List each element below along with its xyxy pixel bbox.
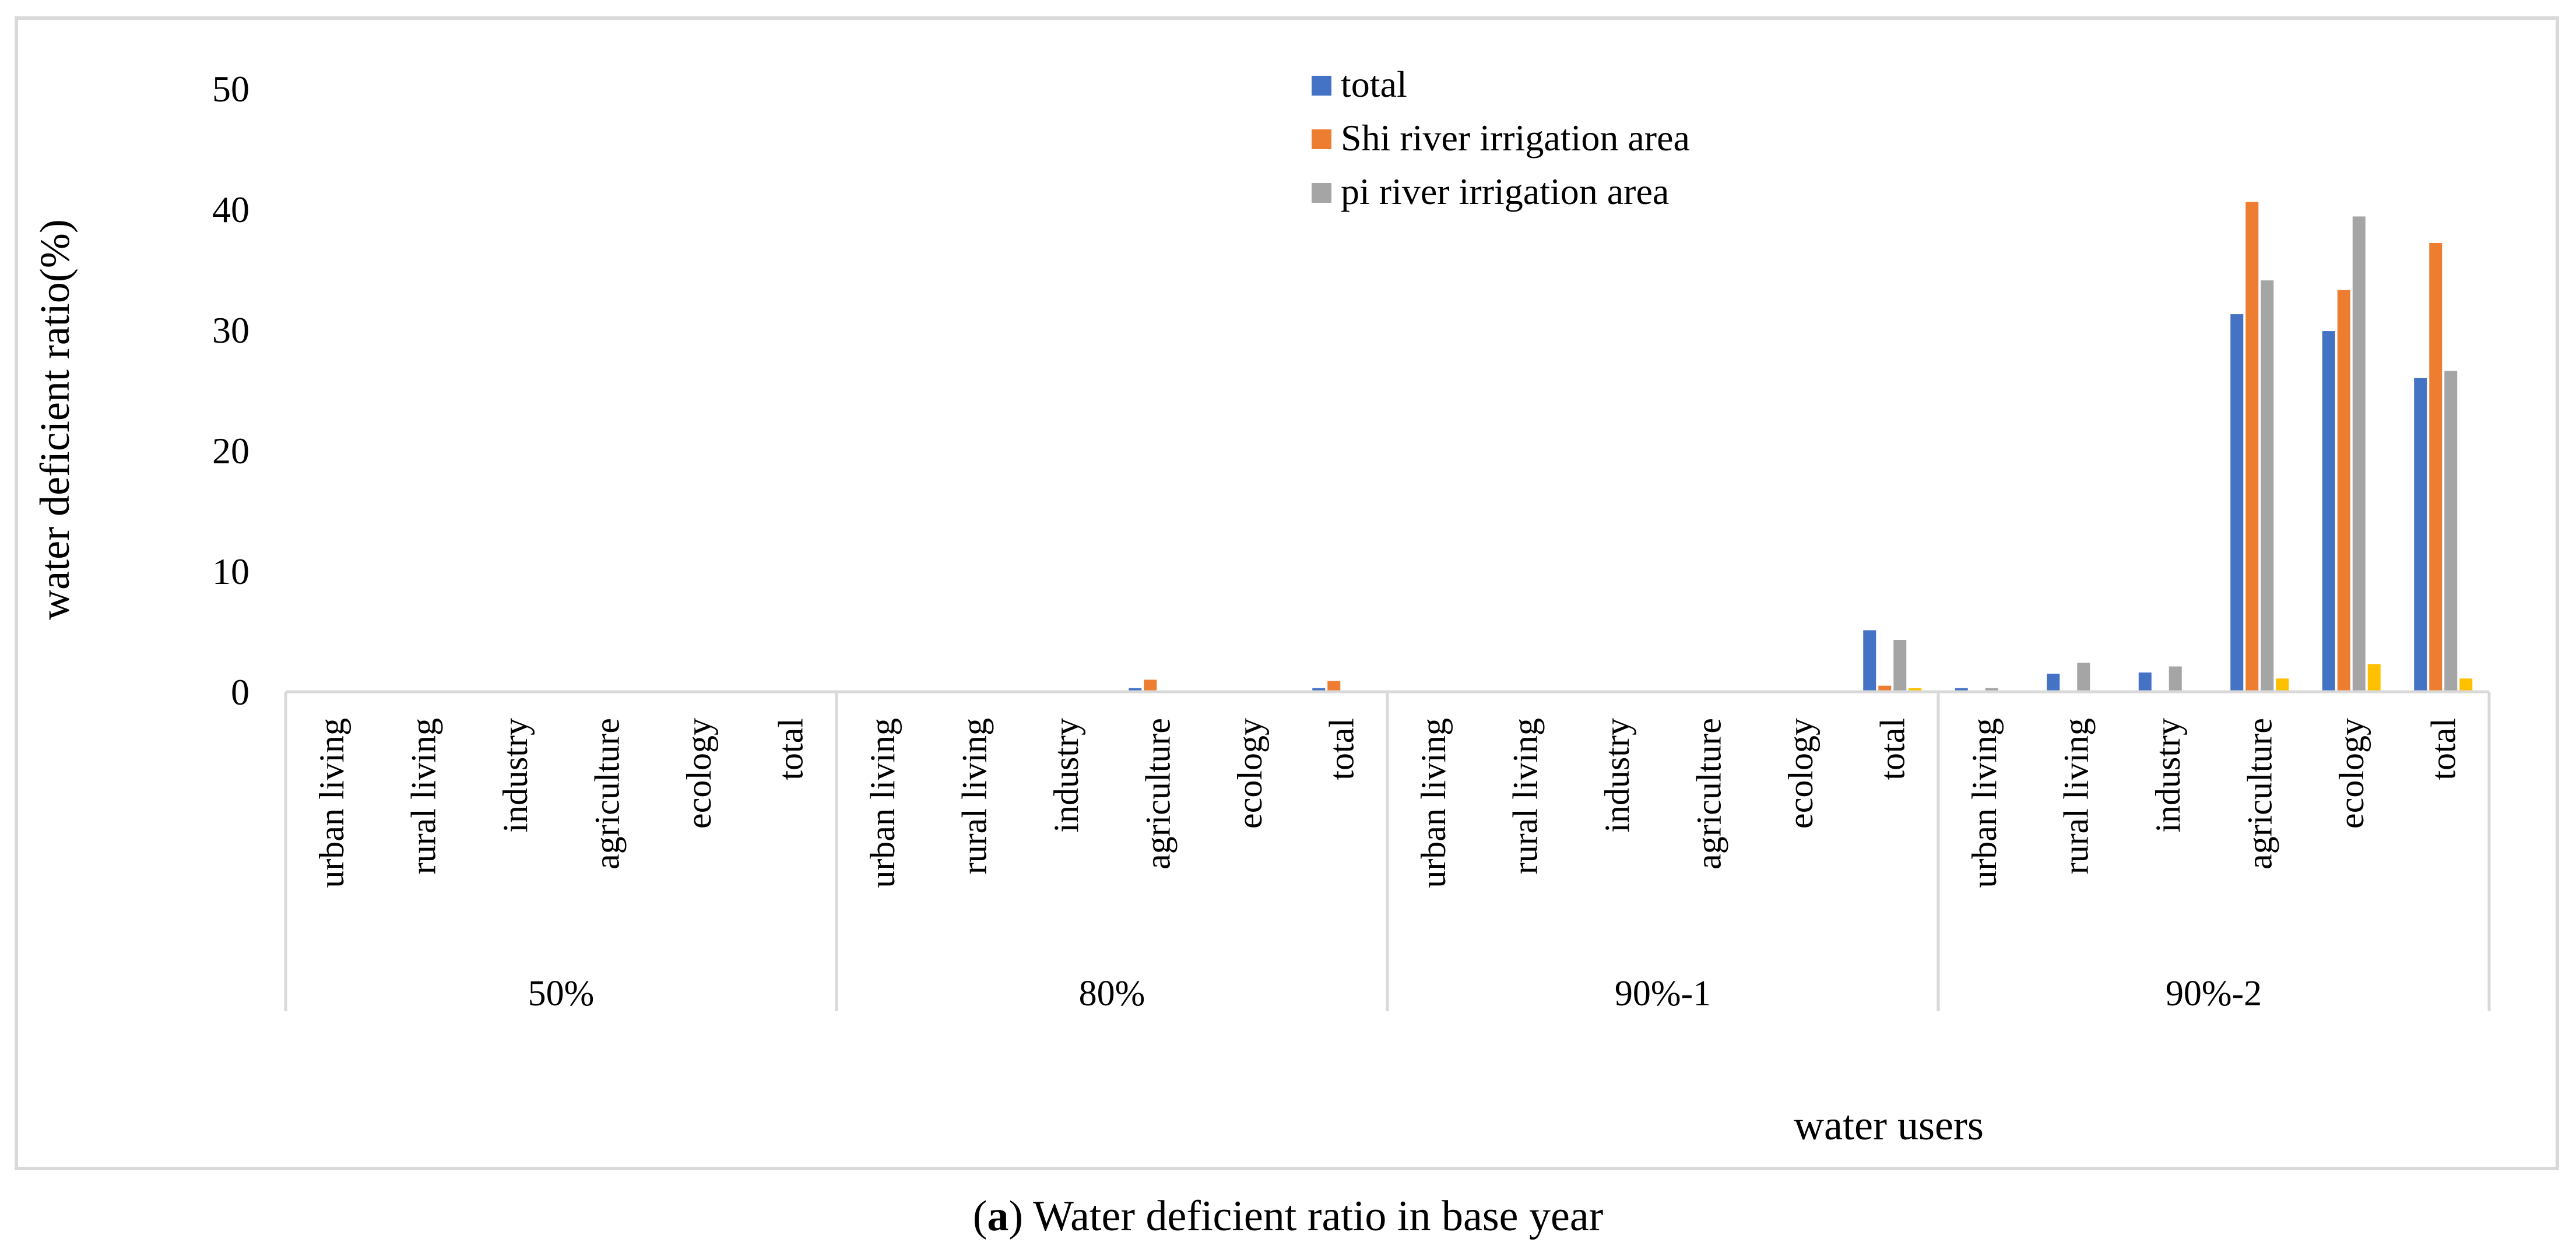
category-label: industry: [1047, 718, 1085, 833]
bar: [1129, 688, 1142, 692]
category-label: rural living: [2057, 718, 2095, 874]
legend-label: pi river irrigation area: [1341, 171, 1669, 212]
bar: [1985, 688, 1998, 692]
y-tick-label: 10: [212, 551, 249, 592]
legend-label: Shi river irrigation area: [1341, 117, 1690, 159]
y-tick-label: 50: [212, 68, 249, 110]
bar: [2444, 371, 2458, 692]
bar: [2047, 673, 2060, 692]
legend-swatch: [1312, 129, 1331, 149]
category-label: agriculture: [588, 718, 626, 870]
bar: [2261, 280, 2274, 692]
category-label: agriculture: [1138, 718, 1177, 870]
group-label: 80%: [1079, 974, 1145, 1013]
bar-chart: 0 10 20 30 40 50 urban living rural living indu…: [31, 64, 2491, 1149]
category-label: rural living: [404, 718, 442, 874]
bar: [1144, 680, 1157, 692]
bar: [1955, 688, 1968, 692]
caption-letter: a: [987, 1192, 1009, 1240]
category-label: industry: [496, 718, 535, 833]
category-label: ecology: [2332, 718, 2371, 829]
legend: total Shi river irrigation area pi river i…: [1312, 64, 1690, 212]
group-label: 90%-1: [1615, 974, 1711, 1013]
bar: [2459, 678, 2473, 692]
bar: [2367, 664, 2381, 692]
category-label: urban living: [1414, 718, 1453, 888]
bar: [2169, 666, 2182, 692]
bar: [2276, 678, 2289, 692]
y-tick-label: 20: [212, 430, 249, 471]
category-label: total: [2424, 718, 2462, 780]
y-axis-ticks: 0 10 20 30 40 50: [212, 68, 249, 713]
legend-label: total: [1341, 64, 1407, 105]
bar: [1312, 688, 1326, 692]
x-axis-title: water users: [1794, 1102, 1984, 1149]
bar: [2337, 290, 2350, 692]
category-axis: [284, 690, 2491, 1011]
caption-prefix: (: [972, 1192, 987, 1240]
category-label: agriculture: [1689, 718, 1728, 870]
y-tick-label: 0: [231, 671, 249, 713]
legend-swatch: [1312, 183, 1331, 203]
category-label: industry: [1598, 718, 1636, 833]
bar: [1327, 681, 1341, 692]
category-label: rural living: [955, 718, 993, 874]
bar: [1863, 630, 1876, 692]
bar: [1878, 685, 1892, 692]
category-label: total: [771, 718, 810, 780]
bar: [2245, 202, 2259, 692]
chart-frame: [15, 16, 2559, 1170]
bar: [2352, 216, 2366, 692]
bar: [1909, 688, 1922, 692]
category-label: ecology: [1231, 718, 1269, 829]
y-tick-label: 30: [212, 309, 249, 351]
category-label: industry: [2149, 718, 2187, 833]
bar: [2322, 331, 2335, 692]
category-label: rural living: [1506, 718, 1544, 874]
bar: [2077, 663, 2090, 692]
category-labels: urban living rural living industry agricult…: [312, 718, 2463, 888]
y-tick-label: 40: [212, 189, 249, 230]
category-label: ecology: [1781, 718, 1820, 829]
bar: [1893, 639, 1907, 692]
group-labels: 50% 80% 90%-1 90%-2: [528, 974, 2262, 1013]
figure-caption: (a) Water deficient ratio in base year: [0, 1192, 2576, 1241]
group-label: 90%-2: [2166, 974, 2262, 1013]
bar: [2138, 672, 2152, 692]
category-label: agriculture: [2240, 718, 2279, 870]
caption-text: ) Water deficient ratio in base year: [1008, 1192, 1604, 1240]
bar: [2429, 242, 2443, 692]
y-axis-title: water deficient ratio(%): [31, 219, 78, 620]
category-label: total: [1322, 718, 1361, 780]
category-label: urban living: [1965, 718, 2004, 888]
group-label: 50%: [528, 974, 595, 1013]
category-label: total: [1873, 718, 1911, 780]
category-label: ecology: [680, 718, 718, 829]
bar: [2414, 378, 2427, 692]
category-label: urban living: [312, 718, 351, 888]
category-label: urban living: [863, 718, 902, 888]
legend-swatch: [1312, 76, 1331, 96]
bars: [1129, 202, 2473, 692]
bar: [2230, 314, 2244, 692]
